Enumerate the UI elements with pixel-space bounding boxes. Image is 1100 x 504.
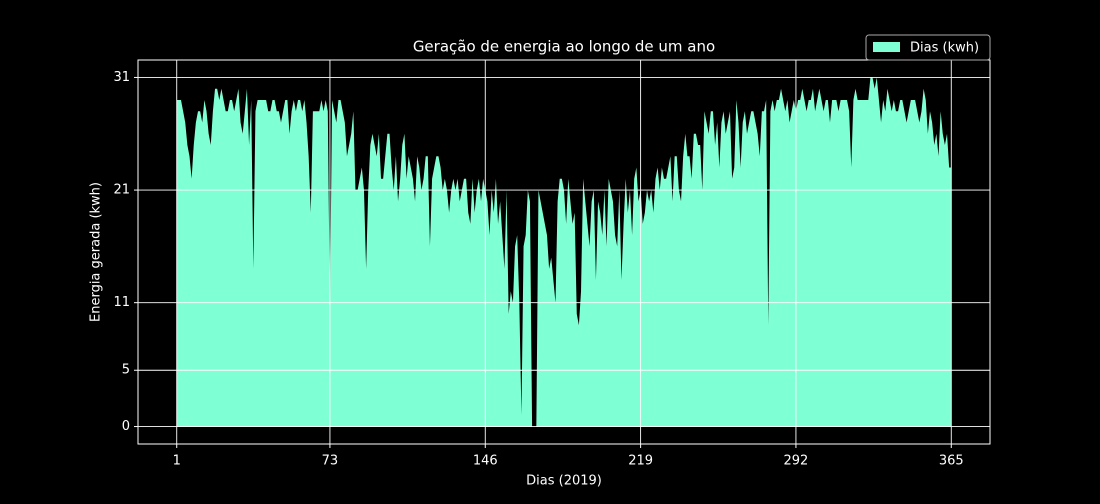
y-tick-label: 31 [113, 70, 130, 85]
x-tick-label: 292 [784, 454, 809, 469]
y-tick-label: 21 [113, 183, 130, 198]
plot-frame [137, 59, 991, 445]
y-tick-label: 11 [113, 295, 130, 310]
x-tick-label: 365 [939, 454, 964, 469]
x-tick-label: 146 [473, 454, 498, 469]
y-axis-label: Energia gerada (kwh) [89, 182, 104, 322]
area [176, 77, 952, 427]
y-tick-label: 5 [122, 363, 130, 378]
x-axis-label: Dias (2019) [526, 474, 602, 489]
x-tick-label: 219 [628, 454, 653, 469]
x-tick-label: 1 [173, 454, 181, 469]
legend-label: Dias (kwh) [910, 41, 979, 56]
legend-swatch [873, 42, 900, 52]
legend-box [865, 34, 991, 61]
x-tick-label: 73 [322, 454, 339, 469]
chart-title: Geração de energia ao longo de um ano [413, 38, 715, 56]
y-tick-label: 0 [122, 419, 130, 434]
